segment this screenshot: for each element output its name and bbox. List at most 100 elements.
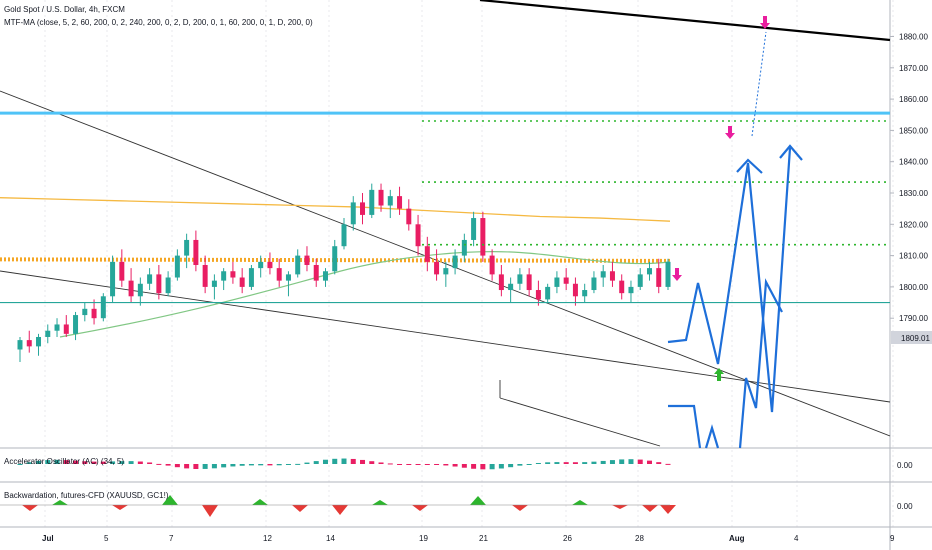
overlay-layer: [0, 16, 890, 449]
ac-bar: [350, 458, 356, 464]
ac-bar: [498, 464, 504, 469]
bw-spike-8: [372, 500, 388, 505]
backwardation-area: [0, 495, 676, 517]
candle-body: [304, 255, 310, 265]
candle-body: [508, 283, 514, 291]
candle-body: [184, 239, 190, 256]
price-axis[interactable]: 1880.00 1870.00 1860.00 1850.00 1840.00 1830.…: [890, 33, 928, 324]
ac-bar: [100, 461, 106, 464]
candle-body: [45, 330, 51, 337]
price-tick-label: 1840.00: [899, 158, 928, 167]
time-tick-label: 5: [104, 534, 109, 543]
price-tick-label: 1800.00: [899, 283, 928, 292]
ac-bar: [184, 464, 190, 469]
ac-bar: [63, 460, 69, 464]
time-tick-label: 19: [419, 534, 428, 543]
bw-pane-title[interactable]: Backwardation, futures-CFD (XAUUSD, GC1!…: [4, 491, 169, 500]
drawings-layer: [0, 0, 891, 447]
candle-body: [174, 255, 180, 278]
ac-bar: [545, 462, 551, 464]
price-tick-label: 1850.00: [899, 126, 928, 135]
candle-body: [369, 189, 375, 215]
candle-body: [119, 261, 125, 281]
ac-bar: [221, 464, 227, 468]
ac-bar: [415, 464, 421, 465]
ac-pane-title[interactable]: Accelerator Oscillator (AC) (34, 5): [4, 457, 125, 466]
ac-bar: [378, 462, 384, 464]
price-tick-label: 1830.00: [899, 189, 928, 198]
ac-bar: [128, 461, 134, 464]
ac-bar: [397, 464, 403, 465]
projection-path-lower: [668, 404, 702, 449]
sell-arrow-top-head: [760, 23, 770, 29]
ac-bar: [572, 462, 578, 464]
channel-lower-line[interactable]: [499, 397, 661, 447]
candle-body: [406, 208, 412, 225]
ac-bar: [295, 463, 301, 465]
candle-body: [202, 264, 208, 287]
candle-body: [387, 196, 393, 206]
sell-arrow-mid-head: [725, 133, 735, 139]
symbol-title[interactable]: Gold Spot / U.S. Dollar, 4h, FXCM: [4, 5, 125, 14]
ac-bar: [165, 464, 171, 466]
projection-path-upper: [667, 147, 792, 413]
candle-body: [230, 271, 236, 278]
ac-bar: [369, 461, 375, 464]
ac-bar: [230, 464, 236, 467]
ac-bar: [239, 464, 245, 466]
time-axis[interactable]: Jul 5 7 12 14 19 21 26 28 Aug 4 9: [42, 534, 895, 543]
candle-body: [498, 274, 504, 291]
candlestick-series: [17, 183, 671, 363]
candle-body: [480, 218, 486, 256]
upper-black-trendline[interactable]: [479, 0, 891, 42]
candle-body: [295, 255, 301, 275]
buy-arrow-shaft: [717, 374, 721, 381]
candle-body: [36, 336, 42, 347]
candle-body: [535, 290, 541, 300]
moving-averages: [0, 197, 671, 338]
candle-body: [239, 277, 245, 287]
candle-body: [165, 277, 171, 294]
candle-body: [54, 324, 60, 331]
ac-bar: [452, 464, 458, 467]
candle-body: [619, 280, 625, 294]
projection-path-lower-2: [704, 424, 720, 449]
green-ma-line: [59, 251, 671, 338]
indicator-legend[interactable]: MTF-MA (close, 5, 2, 60, 200, 0, 2, 240,…: [4, 18, 313, 27]
ac-bar: [554, 462, 560, 464]
bw-spike-0: [22, 505, 38, 511]
candle-body: [313, 264, 319, 281]
sell-arrow-top-shaft: [763, 16, 767, 23]
candle-body: [137, 283, 143, 297]
candle-body: [332, 246, 338, 272]
ac-bar: [434, 464, 440, 465]
bw-spike-15: [660, 505, 676, 514]
ac-bar: [406, 464, 412, 465]
ac-bar: [508, 464, 514, 468]
descending-trendline-1[interactable]: [0, 90, 891, 437]
sell-arrow-top: [760, 16, 770, 29]
candle-body: [350, 202, 356, 225]
candle-body: [26, 340, 32, 347]
bw-spike-12: [572, 500, 588, 505]
sell-arrow-low: [672, 268, 682, 281]
ac-bar: [82, 461, 88, 464]
ac-bar: [526, 464, 532, 465]
sell-arrow-mid-shaft: [728, 126, 732, 133]
ac-bar: [619, 459, 625, 464]
ac-bar: [341, 458, 347, 464]
ac-bar: [202, 464, 208, 469]
descending-trendline-2[interactable]: [0, 270, 891, 403]
projection-arrowhead-1: [736, 158, 763, 174]
candle-body: [100, 296, 106, 319]
candle-body: [637, 274, 643, 287]
projection-dotted-link: [751, 31, 767, 137]
candle-body: [572, 283, 578, 297]
price-tick-label: 1810.00: [899, 252, 928, 261]
ac-bar: [360, 459, 366, 464]
candle-body: [591, 277, 597, 291]
ac-bar: [517, 464, 523, 466]
candle-body: [424, 246, 430, 262]
ac-bar: [480, 464, 486, 470]
